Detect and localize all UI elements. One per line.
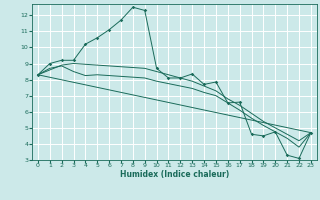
X-axis label: Humidex (Indice chaleur): Humidex (Indice chaleur) xyxy=(120,170,229,179)
